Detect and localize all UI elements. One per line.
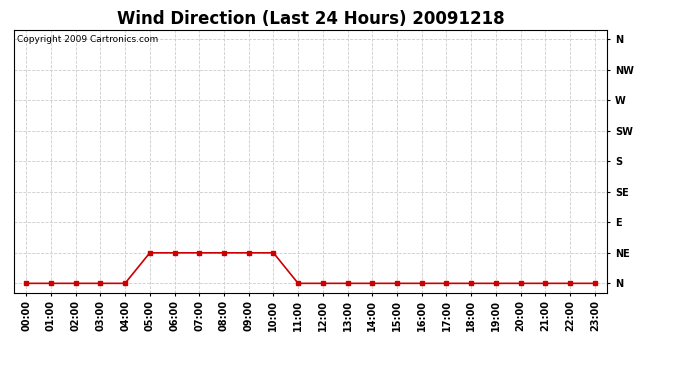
Text: Copyright 2009 Cartronics.com: Copyright 2009 Cartronics.com [17,35,158,44]
Title: Wind Direction (Last 24 Hours) 20091218: Wind Direction (Last 24 Hours) 20091218 [117,10,504,28]
